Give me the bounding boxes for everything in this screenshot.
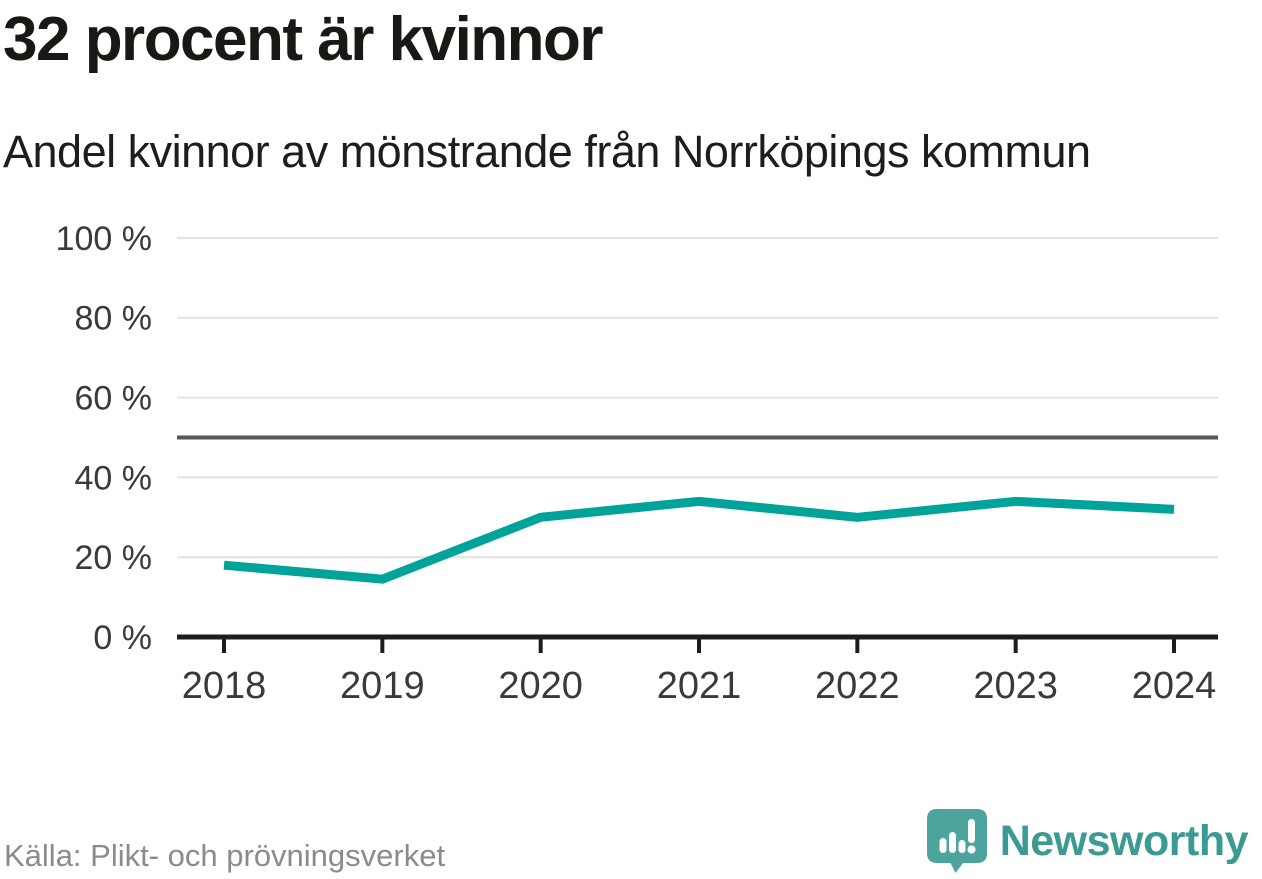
brand-wordmark: Newsworthy xyxy=(999,816,1249,865)
x-axis-tick-label: 2020 xyxy=(498,665,583,707)
brand-footer: Newsworthy xyxy=(926,808,1249,874)
x-axis-tick-label: 2023 xyxy=(973,665,1058,707)
chart-subtitle: Andel kvinnor av mönstrande från Norrköp… xyxy=(3,126,1091,177)
y-axis-tick-label: 60 % xyxy=(75,380,153,418)
x-axis-tick-label: 2022 xyxy=(815,665,900,707)
x-axis-tick-label: 2018 xyxy=(182,665,267,707)
y-axis-tick-label: 100 % xyxy=(56,220,152,258)
source-note: Källa: Plikt- och prövningsverket xyxy=(4,838,446,873)
x-axis-tick-label: 2024 xyxy=(1132,665,1217,707)
x-axis-tick-label: 2021 xyxy=(657,665,742,707)
y-axis-tick-label: 80 % xyxy=(75,300,153,338)
y-axis-tick-label: 40 % xyxy=(75,459,153,497)
x-axis-tick-label: 2019 xyxy=(340,665,425,707)
newsworthy-bubble-chart-icon xyxy=(926,809,987,873)
chart-title: 32 procent är kvinnor xyxy=(3,5,604,74)
y-axis-tick-label: 20 % xyxy=(75,539,153,577)
y-axis-tick-label: 0 % xyxy=(93,619,152,657)
data-line-andel-kvinnor xyxy=(223,496,1175,584)
